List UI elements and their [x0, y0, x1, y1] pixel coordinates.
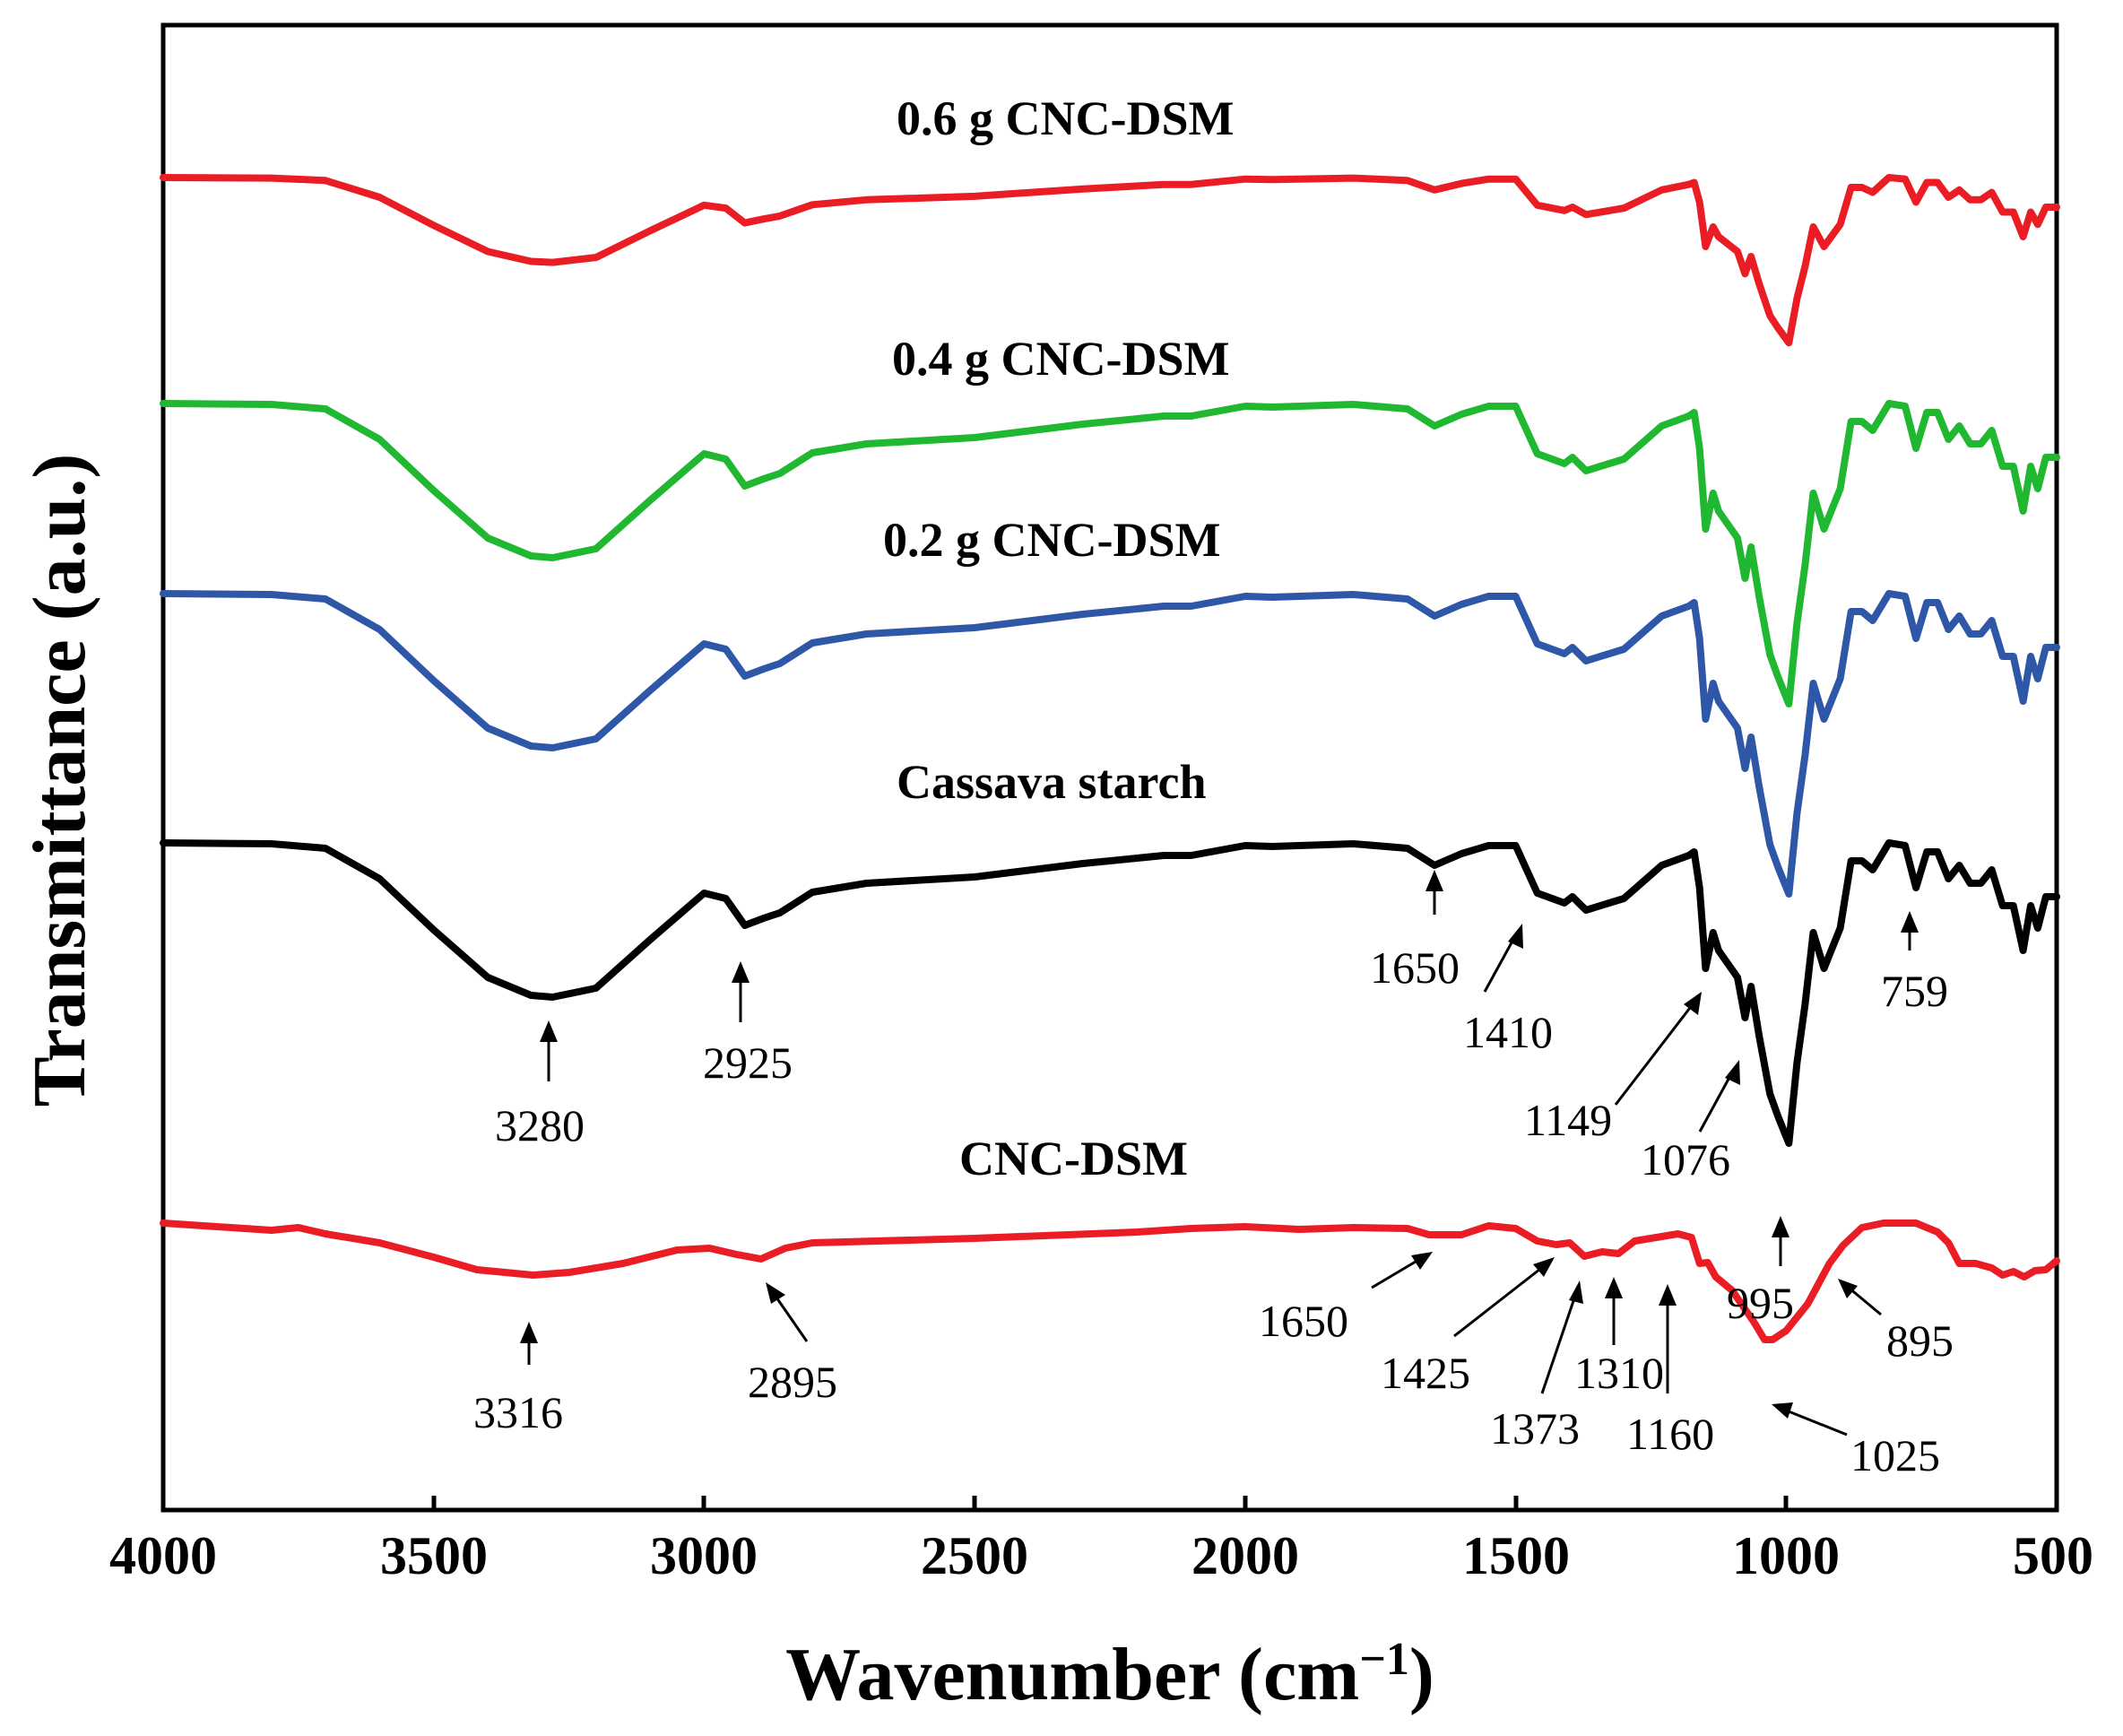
peak-label-1373: 1373 [1490, 1403, 1580, 1454]
peak-label-1650-cnc: 1650 [1259, 1296, 1348, 1346]
peak-annotations-cnc-dsm: 3316 2895 1650 1425 1373 1310 1160 1025 … [473, 1252, 1954, 1480]
x-axis-title-sup: −1 [1359, 1634, 1409, 1685]
series-label-cassava: Cassava starch [897, 755, 1207, 809]
peak-label-3280: 3280 [495, 1100, 585, 1150]
arrow-head-1373 [1569, 1280, 1583, 1304]
arrow-1149 [1614, 1003, 1694, 1106]
x-tick-label-2500: 2500 [921, 1526, 1028, 1585]
plot-frame [160, 22, 2059, 1513]
arrow-head-1650-cnc [1411, 1252, 1433, 1270]
peak-label-1149: 1149 [1524, 1095, 1612, 1145]
series-label-0-4g: 0.4 g CNC-DSM [892, 332, 1229, 386]
peak-label-3316: 3316 [473, 1387, 563, 1437]
trace-cnc-dsm [160, 1220, 2060, 1343]
arrow-head-2895 [766, 1282, 785, 1304]
peak-label-1076: 1076 [1641, 1134, 1730, 1185]
x-tick-label-500: 500 [2013, 1526, 2093, 1585]
arrow-head-759 [1901, 911, 1919, 933]
arrow-head-1410 [1508, 924, 1523, 949]
peak-label-895: 895 [1886, 1315, 1954, 1366]
peak-label-1425: 1425 [1381, 1348, 1470, 1398]
trace-0-4g-cnc-dsm [160, 400, 2060, 707]
peak-annotations-cassava: 3280 2925 1650 1410 1149 1076 995 759 [495, 870, 1948, 1328]
series-label-0-2g: 0.2 g CNC-DSM [883, 513, 1220, 567]
peak-label-759: 759 [1881, 966, 1948, 1016]
arrow-head-1310 [1605, 1277, 1623, 1298]
arrow-1025 [1783, 1408, 1848, 1437]
arrow-head-1076 [1725, 1060, 1740, 1085]
arrow-head-2925 [732, 961, 750, 983]
arrow-1650-cnc [1371, 1257, 1421, 1289]
peak-label-2895: 2895 [748, 1357, 837, 1407]
arrow-1425 [1453, 1264, 1545, 1338]
x-tick-label-4000: 4000 [109, 1526, 217, 1585]
peak-label-1310: 1310 [1574, 1348, 1664, 1398]
peak-label-1650: 1650 [1370, 942, 1460, 993]
arrow-head-1650 [1425, 870, 1443, 891]
trace-0-2g-cnc-dsm [160, 590, 2060, 898]
x-tick-label-3500: 3500 [380, 1526, 488, 1585]
peak-label-1160: 1160 [1626, 1409, 1714, 1459]
arrow-2895 [773, 1294, 809, 1342]
arrow-1076 [1698, 1072, 1734, 1133]
x-tick-label-3000: 3000 [650, 1526, 758, 1585]
arrow-head-3316 [520, 1322, 538, 1343]
y-axis-title: Transmittance (a.u.) [18, 454, 101, 1107]
arrow-head-1160 [1659, 1284, 1677, 1306]
arrow-head-895 [1838, 1279, 1858, 1298]
trace-0-6g-cnc-dsm [160, 174, 2060, 347]
arrow-head-995 [1772, 1216, 1789, 1237]
arrow-1410 [1483, 935, 1517, 993]
x-axis-title-close: ) [1409, 1633, 1434, 1716]
peak-label-1410: 1410 [1463, 1007, 1553, 1057]
arrow-1373 [1540, 1292, 1578, 1394]
series-label-cnc-dsm: CNC-DSM [959, 1132, 1188, 1185]
arrow-head-1149 [1684, 992, 1702, 1015]
x-axis-title: Wavenumber (cm−1) [785, 1633, 1434, 1716]
arrow-895 [1848, 1286, 1882, 1316]
x-tick-label-1500: 1500 [1462, 1526, 1570, 1585]
peak-label-995: 995 [1727, 1278, 1794, 1328]
arrow-head-1425 [1533, 1257, 1555, 1277]
x-axis: 4000 3500 3000 2500 2000 1500 1000 500 [109, 1496, 2093, 1585]
series-label-0-6g: 0.6 g CNC-DSM [897, 91, 1234, 145]
trace-cassava-starch [160, 839, 2060, 1147]
spectra-group [160, 174, 2060, 1343]
x-tick-label-1000: 1000 [1732, 1526, 1840, 1585]
peak-label-2925: 2925 [703, 1037, 793, 1088]
arrow-head-1025 [1772, 1402, 1793, 1419]
x-tick-label-2000: 2000 [1191, 1526, 1299, 1585]
peak-label-1025: 1025 [1850, 1430, 1940, 1480]
arrow-head-3280 [540, 1020, 558, 1042]
x-axis-title-main: Wavenumber (cm [785, 1633, 1359, 1716]
